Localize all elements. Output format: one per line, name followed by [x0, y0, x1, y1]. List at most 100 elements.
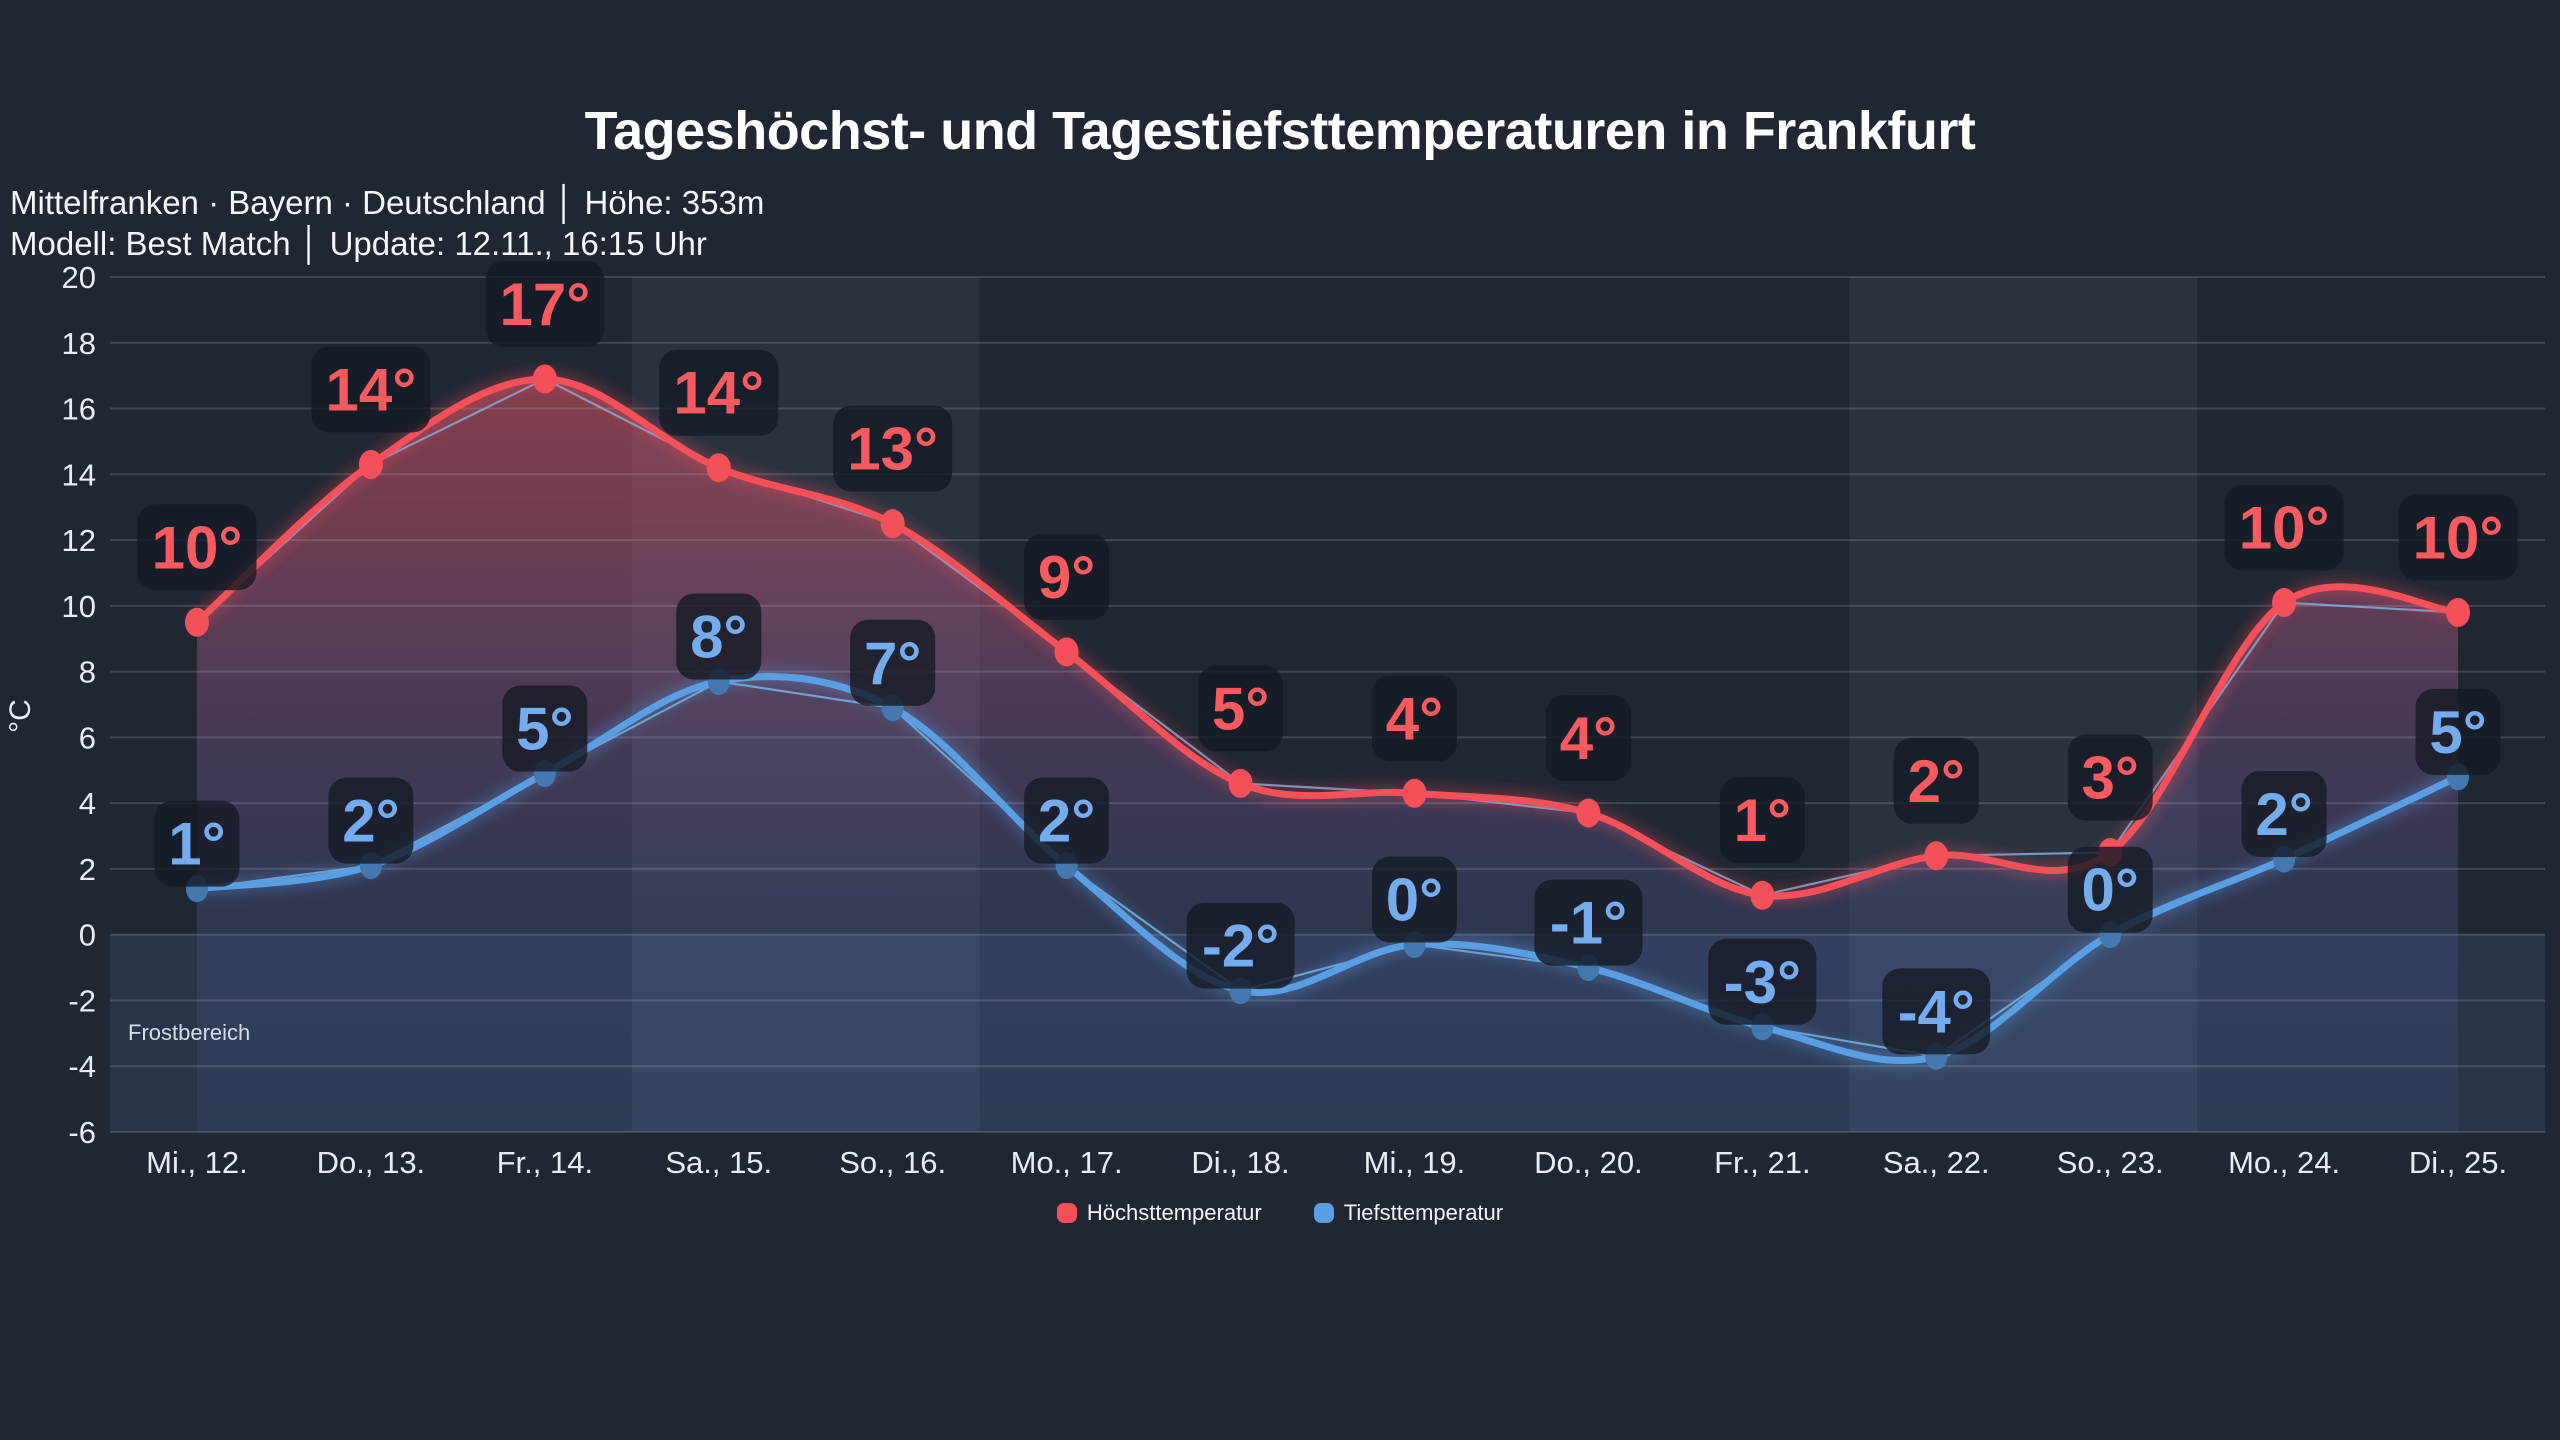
- legend-item-min: Tiefsttemperatur: [1313, 1200, 1504, 1226]
- max-temp-legend-dot-icon: [1056, 1203, 1077, 1223]
- x-axis-label: Di., 18.: [1191, 1145, 1289, 1180]
- value-badge: [1024, 533, 1110, 620]
- value-badge: [2398, 494, 2518, 581]
- svg-text:20: 20: [62, 260, 96, 295]
- value-badge: [2067, 846, 2153, 933]
- value-badge-text: -4°: [1898, 978, 1975, 1045]
- svg-text:10: 10: [62, 589, 96, 624]
- max-point-marker: [1402, 778, 1427, 808]
- value-badge-text: -3°: [1724, 949, 1801, 1016]
- value-badge-text: 10°: [2239, 495, 2330, 562]
- svg-text:18: 18: [62, 326, 96, 361]
- value-badge-text: 0°: [2081, 857, 2138, 924]
- value-badge-text: 2°: [1038, 788, 1095, 855]
- value-badge-text: 5°: [516, 696, 573, 763]
- value-badge-text: 8°: [690, 603, 747, 670]
- value-badge-text: 4°: [1560, 705, 1617, 772]
- subtitle-model-update: Modell: Best Match │ Update: 12.11., 16:…: [10, 225, 707, 262]
- value-badge: [2415, 688, 2501, 775]
- svg-text:14: 14: [62, 457, 96, 492]
- value-badge: [311, 346, 431, 433]
- value-badge: [2067, 734, 2153, 821]
- value-badge: [485, 260, 605, 347]
- value-badge: [1708, 938, 1817, 1025]
- frost-label: Frostbereich: [128, 1020, 250, 1045]
- value-badge-text: -1°: [1550, 890, 1627, 957]
- value-badge-text: 1°: [168, 811, 225, 878]
- x-axis-label: Sa., 22.: [1883, 1145, 1990, 1180]
- value-badge-text: 0°: [1386, 867, 1443, 934]
- chart-subtitle: Mittelfranken · Bayern · Deutschland │ H…: [10, 182, 764, 264]
- x-axis-label: Do., 13.: [317, 1145, 426, 1180]
- svg-text:8: 8: [79, 655, 96, 690]
- value-badge-text: 3°: [2081, 744, 2138, 811]
- x-axis-label: Fr., 14.: [497, 1145, 593, 1180]
- max-point-marker: [706, 453, 731, 483]
- max-point-marker: [880, 509, 905, 539]
- x-axis-label: Sa., 15.: [665, 1145, 772, 1180]
- max-value-labels: 10° 14° 17° 14° 13° 9° 5° 4° 4° 1° 2° 3° 10° 10°: [137, 260, 2518, 864]
- svg-text:6: 6: [79, 720, 96, 755]
- svg-text:16: 16: [62, 392, 96, 427]
- x-axis-label: Mi., 19.: [1364, 1145, 1466, 1180]
- value-badge-text: 17°: [499, 271, 590, 338]
- svg-text:4: 4: [79, 786, 96, 821]
- x-axis-label: Di., 25.: [2409, 1145, 2507, 1180]
- value-badge: [659, 349, 779, 436]
- x-axis-label: Mo., 24.: [2228, 1145, 2340, 1180]
- svg-text:-6: -6: [68, 1115, 96, 1150]
- value-badge: [1719, 777, 1805, 864]
- legend-label-max: Höchsttemperatur: [1086, 1200, 1262, 1225]
- max-point-marker: [2446, 597, 2471, 627]
- value-badge-text: 2°: [2255, 781, 2312, 848]
- value-badge: [328, 777, 414, 864]
- value-badge: [154, 800, 240, 887]
- value-badge: [1198, 665, 1284, 752]
- frost-band: [110, 934, 2545, 1132]
- value-badge: [1882, 968, 1991, 1055]
- value-badge-text: 10°: [2413, 504, 2504, 571]
- value-badge-text: 9°: [1038, 544, 1095, 611]
- value-badge-text: 5°: [2429, 699, 2486, 766]
- chart-legend: Höchsttemperatur Tiefsttemperatur: [0, 1200, 2560, 1226]
- value-badge-text: 13°: [847, 416, 938, 483]
- value-badge: [1371, 675, 1457, 762]
- value-badge-text: 14°: [326, 356, 417, 423]
- max-point-marker: [2272, 588, 2297, 618]
- x-axis-label: Do., 20.: [1534, 1145, 1643, 1180]
- y-axis-unit: °C: [4, 699, 37, 733]
- max-point-marker: [1228, 768, 1253, 798]
- max-point-marker: [532, 364, 557, 394]
- svg-text:2: 2: [79, 852, 96, 887]
- value-badge: [2241, 771, 2327, 858]
- value-badge-text: 4°: [1386, 685, 1443, 752]
- value-badge: [137, 504, 257, 591]
- value-badge: [850, 619, 936, 706]
- min-temp-legend-dot-icon: [1313, 1203, 1334, 1223]
- value-badge: [1371, 856, 1457, 943]
- subtitle-location: Mittelfranken · Bayern · Deutschland │ H…: [10, 184, 765, 221]
- value-badge-text: -2°: [1202, 913, 1279, 980]
- svg-text:-2: -2: [68, 983, 96, 1018]
- value-badge: [2224, 484, 2344, 571]
- x-axis-label: Mi., 12.: [146, 1145, 248, 1180]
- page-title: Tageshöchst- und Tagestiefsttemperaturen…: [584, 101, 1976, 161]
- value-badge: [676, 593, 762, 680]
- x-axis-label: So., 16.: [839, 1145, 946, 1180]
- max-points: [184, 364, 2471, 910]
- legend-label-min: Tiefsttemperatur: [1343, 1200, 1504, 1225]
- temperature-fill-area: [196, 378, 2459, 1132]
- value-badge-text: 2°: [342, 788, 399, 855]
- x-axis-label: Fr., 21.: [1714, 1145, 1810, 1180]
- value-badge-text: 14°: [673, 360, 764, 427]
- value-badge: [1893, 737, 1979, 824]
- max-point-marker: [1924, 841, 1949, 871]
- value-badge-text: 5°: [1212, 675, 1269, 742]
- value-badge-text: 10°: [152, 514, 243, 581]
- max-point-marker: [1750, 880, 1775, 910]
- min-value-labels: 1° 2° 5° 8° 7° 2° -2° 0° -1° -3° -4° 0° 2° 5°: [154, 593, 2501, 1055]
- svg-text:0: 0: [79, 918, 96, 953]
- value-badge: [1534, 879, 1643, 966]
